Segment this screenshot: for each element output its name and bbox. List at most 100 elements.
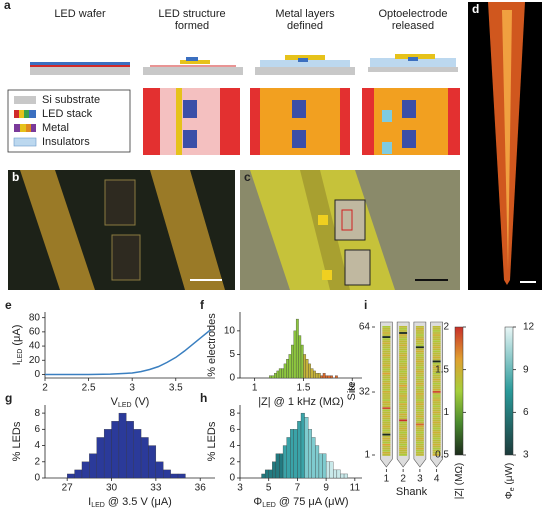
electrode-cell	[432, 425, 441, 428]
electrode-cell	[415, 395, 424, 397]
histogram-bar	[163, 469, 171, 479]
x-tick-label: 2	[400, 474, 406, 485]
electrode-cell	[399, 382, 408, 385]
electrode-cell	[382, 425, 391, 428]
electrode-cell	[432, 417, 441, 420]
label-main: V	[111, 396, 119, 408]
panel-label: f	[200, 298, 205, 312]
x-axis-label: VLED (V)	[111, 396, 150, 409]
electrode-cell	[432, 409, 441, 412]
y-axis-label: ILED (μA)	[11, 325, 24, 366]
electrode-cell	[399, 384, 408, 387]
electrode-cell	[432, 368, 441, 371]
label-main: % LEDs	[11, 421, 23, 461]
electrode-cell	[415, 378, 424, 381]
electrode-cell	[432, 376, 441, 379]
label-tail: (μA)	[11, 325, 23, 349]
electrode-cell	[399, 380, 408, 383]
electrode-cell	[382, 380, 391, 383]
electrode-cell	[415, 441, 424, 444]
colorbar	[454, 326, 464, 456]
electrode-cell	[415, 374, 424, 377]
electrode-cell	[382, 328, 391, 330]
histogram-bar	[126, 421, 134, 479]
electrode-cell	[432, 419, 441, 422]
legend-label: Metal	[42, 122, 69, 134]
electrode-cell	[432, 342, 441, 345]
label-main: |Z| (MΩ)	[454, 463, 465, 500]
histogram-bar	[330, 375, 333, 379]
electrode-cell	[399, 350, 408, 353]
x-tick-label: 3	[237, 483, 243, 494]
histogram-bar	[275, 453, 280, 479]
electrode-cell	[415, 449, 424, 452]
label-main: I	[88, 496, 91, 508]
electrode-cell	[432, 403, 441, 406]
electrode-cell	[415, 325, 424, 328]
colorbar-tick-label: 9	[523, 364, 529, 375]
electrode-cell	[432, 352, 441, 355]
histogram-bar	[308, 429, 312, 479]
electrode-cell	[399, 370, 408, 373]
histogram-bar	[276, 370, 280, 379]
step-title: Metal layers	[275, 8, 335, 20]
electrode-cell	[382, 370, 391, 373]
label-tail: @ 75 μA (μW)	[276, 496, 349, 508]
histogram-bar	[304, 417, 309, 479]
electrode-cell	[432, 350, 441, 353]
panel-label: e	[5, 298, 12, 312]
electrode-cell	[399, 336, 408, 338]
electrode-cell	[432, 358, 441, 361]
step-title: defined	[287, 20, 323, 32]
electrode-cell	[432, 366, 441, 369]
y-tick-label: 8	[34, 408, 40, 419]
electrode-cell	[399, 332, 408, 334]
histogram-bar	[336, 469, 341, 479]
histogram-bar	[340, 473, 345, 479]
electrode-cell	[432, 413, 441, 416]
electrode-cell	[415, 393, 424, 395]
electrode-cell	[382, 386, 391, 389]
electrode-cell	[432, 374, 441, 377]
electrode-cell	[415, 443, 424, 446]
electrode-cell	[415, 401, 424, 403]
electrode-cell	[415, 417, 424, 420]
electrode-cell	[382, 395, 391, 397]
histogram-bar	[272, 461, 277, 479]
step-title: released	[392, 20, 434, 32]
electrode-cell	[399, 397, 408, 399]
y-tick-label: 2	[229, 456, 235, 467]
electrode-cell	[432, 411, 441, 414]
electrode-cell	[399, 445, 408, 448]
electrode-cell	[415, 346, 424, 349]
histogram-bar	[325, 461, 330, 479]
histogram-bar	[155, 461, 164, 479]
electrode-cell	[399, 364, 408, 367]
electrode-cell	[399, 348, 408, 351]
histogram-bar	[286, 358, 289, 379]
y-tick-label: 8	[229, 408, 235, 419]
panel-label: d	[472, 2, 479, 16]
electrode-cell	[415, 445, 424, 448]
panel-label: h	[200, 391, 207, 405]
electrode-cell	[382, 429, 391, 432]
electrode-cell	[415, 328, 424, 330]
histogram-bar	[67, 473, 75, 479]
x-axis-label: ILED @ 3.5 V (μA)	[88, 496, 172, 509]
electrode-cell	[432, 445, 441, 448]
electrode-cell	[415, 453, 424, 456]
y-tick-label: 64	[359, 322, 371, 333]
histogram-bar	[343, 473, 348, 479]
electrode-cell	[415, 411, 424, 414]
histogram-bar	[305, 358, 309, 379]
x-tick-label: 1	[384, 474, 390, 485]
electrode-cell	[382, 391, 391, 393]
histogram-bar	[315, 373, 319, 379]
electrode-cell	[399, 366, 408, 369]
electrode-cell	[432, 429, 441, 432]
electrode-cell	[415, 342, 424, 345]
electrode-cell	[399, 356, 408, 359]
electrode-cell	[415, 413, 424, 416]
electrode-cell	[415, 376, 424, 379]
electrode-cell	[382, 449, 391, 452]
